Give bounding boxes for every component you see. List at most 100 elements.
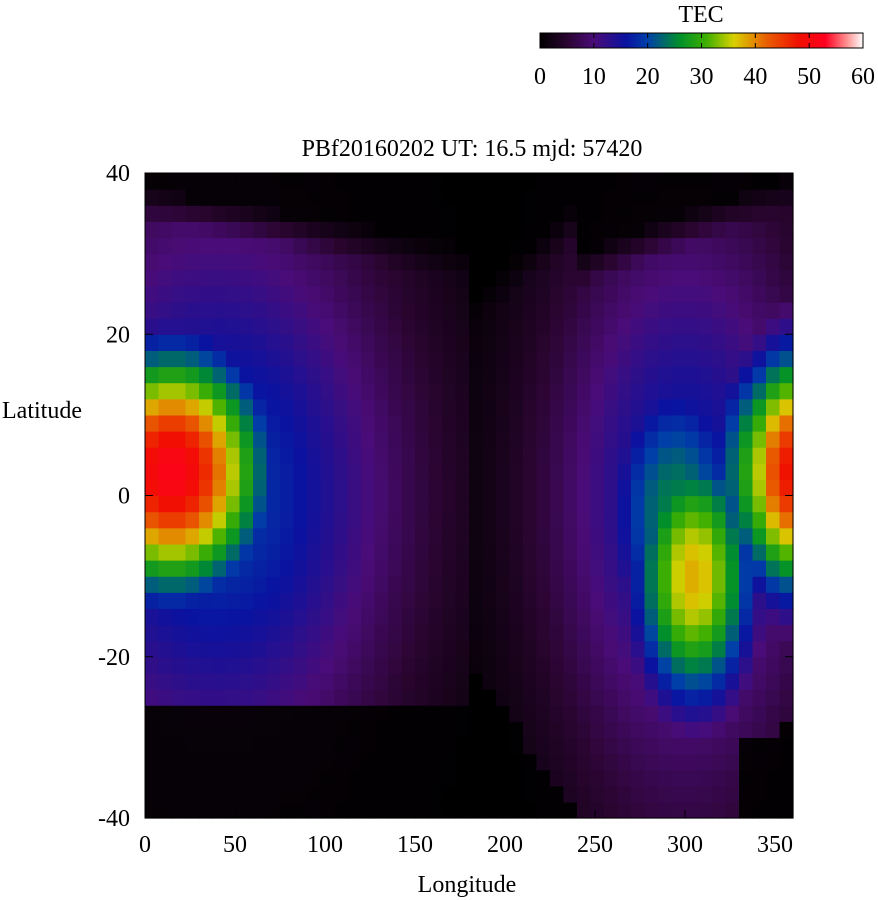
heatmap-cell xyxy=(185,447,200,464)
heatmap-cell xyxy=(469,705,484,722)
heatmap-cell xyxy=(307,753,322,771)
heatmap-cell xyxy=(563,705,578,722)
heatmap-cell xyxy=(428,463,443,480)
heatmap-cell xyxy=(415,785,430,803)
heatmap-cell xyxy=(523,801,538,819)
heatmap-cell xyxy=(455,431,470,448)
heatmap-cell xyxy=(658,543,673,561)
heatmap-cell xyxy=(266,382,281,400)
heatmap-cell xyxy=(212,543,227,561)
heatmap-cell xyxy=(631,737,646,755)
heatmap-cell xyxy=(550,753,565,771)
heatmap-cell xyxy=(401,189,416,206)
heatmap-cell xyxy=(577,705,592,722)
heatmap-cell xyxy=(590,672,605,690)
heatmap-cell xyxy=(226,624,241,642)
heatmap-cell xyxy=(631,543,646,561)
heatmap-cell xyxy=(698,447,713,464)
heatmap-cell xyxy=(590,624,605,642)
heatmap-cell xyxy=(172,173,187,190)
heatmap-cell xyxy=(293,624,308,642)
heatmap-cell xyxy=(374,527,389,545)
heatmap-cell xyxy=(307,463,322,480)
heatmap-cell xyxy=(334,705,349,722)
heatmap-cell xyxy=(482,398,497,416)
heatmap-cell xyxy=(766,447,781,464)
heatmap-cell xyxy=(253,398,268,416)
heatmap-cell xyxy=(185,366,200,384)
heatmap-cell xyxy=(739,398,754,416)
heatmap-cell xyxy=(455,398,470,416)
heatmap-cell xyxy=(374,592,389,609)
heatmap-cell xyxy=(199,318,214,335)
heatmap-cell xyxy=(712,414,727,432)
heatmap-cell xyxy=(212,689,227,706)
heatmap-cell xyxy=(253,656,268,674)
heatmap-cell xyxy=(428,511,443,529)
heatmap-cell xyxy=(401,302,416,319)
heatmap-cell xyxy=(604,398,619,416)
heatmap-cell xyxy=(415,414,430,432)
heatmap-cell xyxy=(698,495,713,513)
heatmap-cell xyxy=(374,173,389,190)
heatmap-cells xyxy=(145,173,794,819)
heatmap-cell xyxy=(590,576,605,593)
heatmap-cell xyxy=(685,672,700,690)
heatmap-cell xyxy=(685,495,700,513)
heatmap-cell xyxy=(361,801,376,819)
heatmap-cell xyxy=(671,431,686,448)
heatmap-cell xyxy=(604,205,619,222)
heatmap-cell xyxy=(671,253,686,271)
heatmap-cell xyxy=(604,318,619,335)
heatmap-cell xyxy=(469,608,484,626)
heatmap-cell xyxy=(536,737,551,755)
heatmap-cell xyxy=(469,511,484,529)
heatmap-cell xyxy=(185,382,200,400)
heatmap-cell xyxy=(320,640,335,658)
heatmap-cell xyxy=(253,592,268,609)
heatmap-cell xyxy=(469,640,484,658)
heatmap-cell xyxy=(469,334,484,351)
heatmap-cell xyxy=(631,801,646,819)
heatmap-cell xyxy=(496,785,511,803)
heatmap-cell xyxy=(752,705,767,722)
heatmap-cell xyxy=(752,592,767,609)
heatmap-cell xyxy=(725,205,740,222)
heatmap-cell xyxy=(577,447,592,464)
heatmap-cell xyxy=(401,543,416,561)
heatmap-cell xyxy=(752,769,767,787)
heatmap-cell xyxy=(712,527,727,545)
heatmap-cell xyxy=(185,173,200,190)
heatmap-cell xyxy=(685,479,700,497)
heatmap-cell xyxy=(631,495,646,513)
heatmap-cell xyxy=(158,705,173,722)
heatmap-cell xyxy=(347,769,362,787)
heatmap-cell xyxy=(212,624,227,642)
heatmap-cell xyxy=(253,414,268,432)
heatmap-cell xyxy=(469,769,484,787)
heatmap-cell xyxy=(253,366,268,384)
heatmap-cell xyxy=(158,479,173,497)
heatmap-cell xyxy=(482,221,497,239)
heatmap-cell xyxy=(482,801,497,819)
heatmap-cell xyxy=(266,350,281,368)
heatmap-cell xyxy=(280,285,295,303)
heatmap-cell xyxy=(455,173,470,190)
heatmap-cell xyxy=(334,382,349,400)
heatmap-cell xyxy=(577,366,592,384)
y-axis-label: Latitude xyxy=(2,398,82,424)
heatmap-cell xyxy=(361,753,376,771)
heatmap-cell xyxy=(158,414,173,432)
heatmap-cell xyxy=(158,189,173,206)
heatmap-cell xyxy=(293,608,308,626)
heatmap-cell xyxy=(388,495,403,513)
heatmap-cell xyxy=(428,527,443,545)
heatmap-cell xyxy=(725,753,740,771)
heatmap-cell xyxy=(617,366,632,384)
heatmap-cell xyxy=(145,414,160,432)
heatmap-cell xyxy=(496,237,511,255)
heatmap-cell xyxy=(415,189,430,206)
heatmap-cell xyxy=(658,253,673,271)
heatmap-cell xyxy=(347,527,362,545)
heatmap-cell xyxy=(226,366,241,384)
